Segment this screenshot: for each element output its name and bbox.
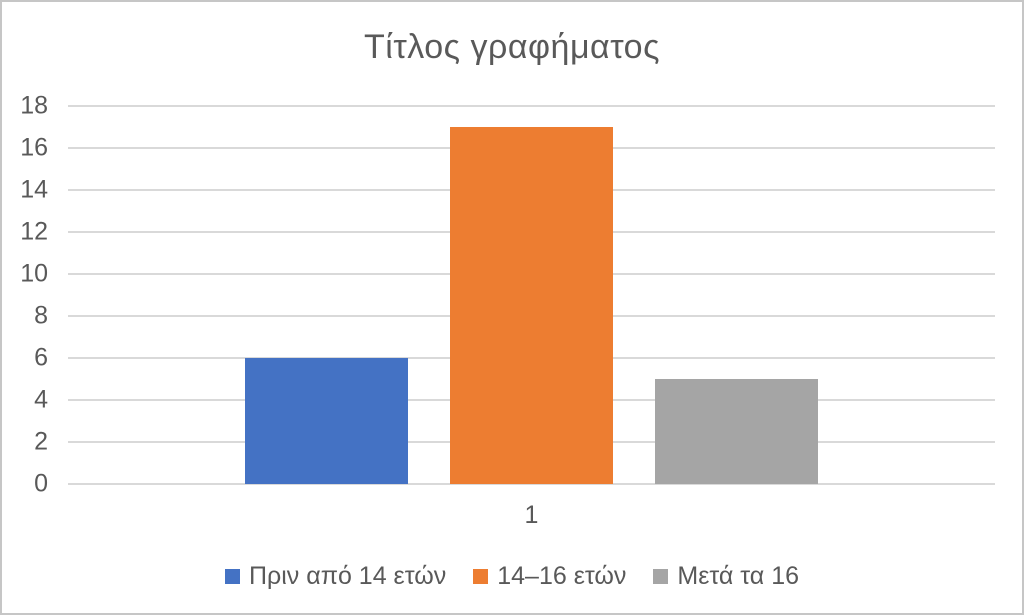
gridline <box>68 483 995 485</box>
bar-series-1 <box>450 127 613 484</box>
legend-label: 14–16 ετών <box>497 562 627 590</box>
chart-title: Τίτλος γραφήματος <box>364 28 660 66</box>
y-axis: 0 2 4 6 8 10 12 14 16 18 <box>2 92 50 498</box>
legend-swatch-icon <box>653 569 669 584</box>
legend-label: Πριν από 14 ετών <box>248 562 447 590</box>
y-axis-tick-label: 4 <box>34 385 48 414</box>
y-axis-tick-label: 6 <box>34 343 48 372</box>
y-axis-tick-label: 14 <box>20 175 48 204</box>
y-axis-tick-label: 18 <box>20 91 48 120</box>
gridline <box>68 105 995 107</box>
legend-item-1: 14–16 ετών <box>473 562 626 591</box>
y-axis-tick-label: 8 <box>34 301 48 330</box>
x-axis-tick-label: 1 <box>524 501 539 529</box>
y-axis-tick-label: 0 <box>34 469 48 498</box>
legend-item-0: Πριν από 14 ετών <box>224 562 447 591</box>
y-axis-tick-label: 16 <box>20 133 48 162</box>
y-axis-tick-label: 2 <box>34 427 48 456</box>
y-axis-tick-label: 12 <box>20 217 48 246</box>
y-axis-tick-label: 10 <box>20 259 48 288</box>
legend-swatch-icon <box>473 569 489 584</box>
legend: Πριν από 14 ετών 14–16 ετών Μετά τα 16 <box>2 562 1022 591</box>
plot-area <box>68 105 995 485</box>
legend-swatch-icon <box>224 569 240 584</box>
bar-series-2 <box>655 379 818 484</box>
bar-series-0 <box>245 358 408 484</box>
legend-label: Μετά τα 16 <box>677 562 800 590</box>
legend-item-2: Μετά τα 16 <box>653 562 799 591</box>
